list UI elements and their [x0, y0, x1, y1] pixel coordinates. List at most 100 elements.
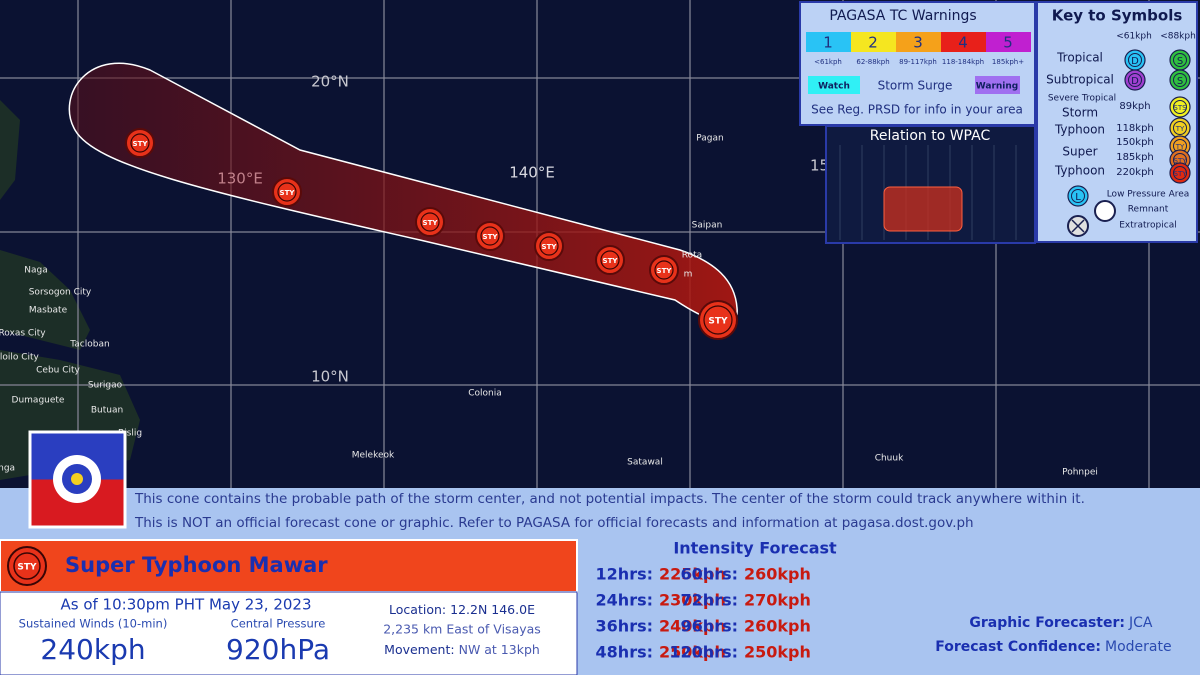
- value: NW at 13kph: [459, 642, 540, 657]
- key-speed: 118kph: [1116, 123, 1154, 134]
- label: Storm Surge: [878, 79, 953, 93]
- forecast-hours: 24hrs:: [596, 591, 653, 610]
- marker-label: STY: [423, 219, 439, 227]
- latitude-label: 10°N: [311, 368, 349, 386]
- label: <61kph: [1116, 32, 1152, 42]
- label: See Reg. PRSD for info in your area: [811, 103, 1023, 117]
- marker-inner: [130, 133, 150, 153]
- forecast-hours: 48hrs:: [596, 643, 653, 662]
- forecast-cone: [68, 62, 738, 324]
- track-marker: STY: [475, 221, 505, 251]
- panel-title: PAGASA TC Warnings: [829, 8, 976, 24]
- warning-range: 118-184kph: [942, 58, 984, 66]
- key-symbol: [1169, 69, 1191, 91]
- warning-level-number: 2: [868, 34, 878, 52]
- track-marker: STY: [595, 245, 625, 275]
- key-symbol: [1169, 162, 1191, 184]
- storm-movement: Movement: NW at 13kph: [384, 642, 540, 657]
- track-marker: STY: [415, 207, 445, 237]
- key-symbol-label: STY: [1174, 157, 1188, 165]
- value: 12.2N 146.0E: [450, 602, 535, 617]
- key-symbol-inner: [1071, 189, 1085, 203]
- storm-pressure: 920hPa: [226, 633, 330, 666]
- label: Movement:: [384, 642, 454, 657]
- forecast-wind: 260kph: [744, 565, 811, 584]
- key-label: Subtropical: [1046, 73, 1114, 87]
- warning-level: [806, 32, 851, 52]
- place-label: Dumaguete: [12, 396, 65, 406]
- warning-level: [896, 32, 941, 52]
- place-label: Melekeok: [352, 451, 395, 461]
- storm-winds: 240kph: [40, 633, 145, 666]
- track-marker: STY: [698, 300, 738, 340]
- place-label: Satawal: [627, 458, 663, 468]
- forecast-wind: 230kph: [659, 591, 726, 610]
- label: <88kph: [1160, 32, 1196, 42]
- warning-level: [986, 32, 1031, 52]
- label: Graphic Forecaster:: [969, 615, 1125, 631]
- storm-location: Location: 12.2N 146.0E: [389, 602, 535, 617]
- storm-icon-inner: [13, 552, 41, 580]
- label: 2,235 km East of Visayas: [383, 622, 541, 637]
- track-marker: STY: [534, 231, 564, 261]
- key-symbol-label: STY: [1174, 170, 1188, 178]
- key-speed: 89kph: [1119, 101, 1150, 112]
- key-symbol-label: L: [1075, 192, 1081, 203]
- place-label: Chuuk: [875, 454, 904, 464]
- place-label: m: [684, 270, 693, 280]
- place-label: Saipan: [692, 221, 723, 231]
- warning-level: [851, 32, 896, 52]
- key-symbol-label: TY: [1175, 125, 1185, 133]
- track-marker: STY: [125, 128, 155, 158]
- track-marker: STY: [649, 255, 679, 285]
- label: Warning: [976, 82, 1018, 92]
- forecast-wind: 260kph: [744, 617, 811, 636]
- key-symbol-inner: [1173, 121, 1187, 135]
- place-label: Rota: [682, 251, 702, 261]
- logo-mark: [71, 473, 83, 485]
- marker-ring: [125, 128, 155, 158]
- panel-title: Key to Symbols: [1052, 7, 1183, 25]
- key-symbol-inner: [1173, 166, 1187, 180]
- marker-label: STY: [657, 267, 673, 275]
- place-label: Cebu City: [36, 366, 80, 376]
- marker-label: STY: [280, 189, 296, 197]
- marker-ring: [475, 221, 505, 251]
- place-label: Zamboanga: [0, 464, 15, 474]
- marker-inner: [277, 182, 297, 202]
- key-symbol-label: TY: [1175, 143, 1185, 151]
- forecast-wind: 225kph: [659, 565, 726, 584]
- forecast-wind: 240kph: [659, 617, 726, 636]
- warning-badge: [975, 76, 1020, 94]
- key-label: Super: [1062, 145, 1097, 159]
- storm-icon-label: STY: [17, 563, 37, 573]
- key-symbol-inner: [1173, 100, 1187, 114]
- key-symbol-label: D: [1131, 76, 1139, 87]
- key-symbol-inner: [1128, 73, 1142, 87]
- key-symbol: [1067, 185, 1089, 207]
- place-label: Naga: [24, 266, 47, 276]
- forecast-wind: 250kph: [659, 643, 726, 662]
- warning-level-number: 5: [1003, 34, 1013, 52]
- longitude-label: 140°E: [509, 164, 555, 182]
- key-label: Typhoon: [1054, 164, 1105, 178]
- label: Sustained Winds (10-min): [19, 617, 168, 631]
- place-label: Pagan: [696, 134, 723, 144]
- key-symbol-inner: [1173, 53, 1187, 67]
- marker-inner: [480, 226, 500, 246]
- place-label: Roxas City: [0, 329, 46, 339]
- forecast-title: Intensity Forecast: [673, 539, 837, 558]
- key-label: Low Pressure Area: [1107, 190, 1190, 200]
- key-symbol: [1169, 96, 1191, 118]
- marker-ring: [534, 231, 564, 261]
- key-symbol-inner: [1173, 73, 1187, 87]
- key-speed: 150kph: [1116, 137, 1154, 148]
- key-symbol-label: S: [1177, 56, 1183, 67]
- warning-range: 62-88kph: [856, 58, 889, 66]
- marker-ring: [415, 207, 445, 237]
- key-symbol-inner: [1128, 53, 1142, 67]
- label: Location:: [389, 602, 446, 617]
- forecast-hours: 12hrs:: [596, 565, 653, 584]
- storm-body: [0, 591, 578, 675]
